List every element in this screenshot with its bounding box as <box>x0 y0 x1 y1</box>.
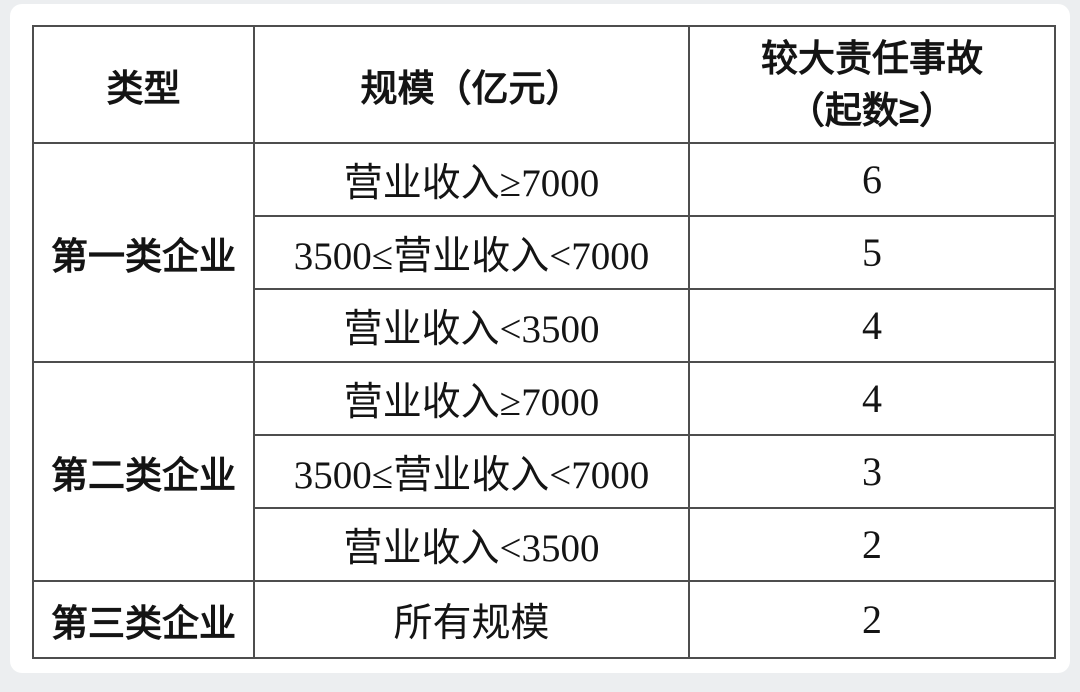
table-row: 营业收入<3500 4 <box>33 288 1056 363</box>
scale-cell: 营业收入<3500 <box>253 507 690 582</box>
scale-cell: 营业收入<3500 <box>253 288 690 363</box>
header-type: 类型 <box>32 25 255 144</box>
value-cell: 3 <box>688 434 1056 509</box>
category-cell-group2: 第二类企业 <box>32 361 255 582</box>
category-cell-group1: 第一类企业 <box>32 142 255 363</box>
value-cell: 2 <box>688 580 1056 659</box>
scale-cell: 所有规模 <box>253 580 690 659</box>
value-cell: 6 <box>688 142 1056 217</box>
table-row: 第三类企业 所有规模 2 <box>32 580 1056 659</box>
scale-cell: 3500≤营业收入<7000 <box>253 434 690 509</box>
value-cell: 4 <box>688 288 1056 363</box>
scale-cell: 营业收入≥7000 <box>253 142 690 217</box>
header-accidents: 较大责任事故 （起数≥） <box>688 25 1056 144</box>
scale-cell: 营业收入≥7000 <box>253 361 690 436</box>
table-row: 3500≤营业收入<7000 5 <box>33 215 1056 290</box>
scale-cell: 3500≤营业收入<7000 <box>253 215 690 290</box>
value-cell: 4 <box>688 361 1056 436</box>
table-row: 营业收入<3500 2 <box>33 507 1056 582</box>
table-row: 第一类企业 营业收入≥7000 6 <box>32 142 1056 363</box>
value-cell: 2 <box>688 507 1056 582</box>
header-scale: 规模（亿元） <box>253 25 690 144</box>
value-cell: 5 <box>688 215 1056 290</box>
table-row: 第二类企业 营业收入≥7000 4 <box>32 361 1056 582</box>
table-header-row: 类型 规模（亿元） 较大责任事故 （起数≥） <box>32 25 1056 144</box>
category-cell-group3: 第三类企业 <box>32 580 255 659</box>
classification-table: 类型 规模（亿元） 较大责任事故 （起数≥） 第一类企业 营业收入≥7000 6… <box>32 25 1056 659</box>
table-row: 3500≤营业收入<7000 3 <box>33 434 1056 509</box>
header-accidents-line1: 较大责任事故 <box>761 38 983 80</box>
header-accidents-line2: （起数≥） <box>787 89 957 131</box>
